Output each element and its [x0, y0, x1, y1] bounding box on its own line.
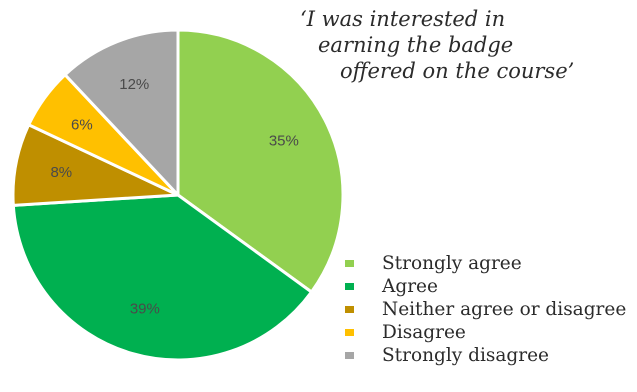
legend-swatch-neither	[345, 306, 354, 313]
legend-label-disagree: Disagree	[382, 322, 466, 343]
slice-label-neither: 8%	[50, 164, 72, 181]
chart-title-line-1: ‘I was interested in	[300, 7, 506, 31]
slice-label-agree: 39%	[130, 301, 160, 318]
legend-item-disagree: Disagree	[345, 321, 626, 344]
legend-swatch-strongly-agree	[345, 260, 354, 267]
chart-title: ‘I was interested in earning the badge o…	[290, 6, 590, 84]
legend-item-neither: Neither agree or disagree	[345, 298, 626, 321]
legend-item-strongly-agree: Strongly agree	[345, 252, 626, 275]
chart-legend: Strongly agree Agree Neither agree or di…	[345, 252, 626, 367]
pie-slice-strongly-disagree	[63, 28, 180, 197]
legend-swatch-strongly-disagree	[345, 352, 354, 359]
chart-title-line-2: earning the badge	[318, 33, 514, 57]
legend-swatch-agree	[345, 283, 354, 290]
slice-label-disagree: 6%	[71, 117, 93, 134]
pie-slice-agree	[11, 193, 313, 362]
pie-slice-strongly-agree	[176, 28, 345, 294]
slice-label-strongly-disagree: 12%	[119, 76, 149, 93]
pie-slices	[11, 28, 345, 362]
legend-label-agree: Agree	[382, 276, 438, 297]
slice-label-strongly-agree: 35%	[269, 133, 299, 150]
legend-label-strongly-agree: Strongly agree	[382, 253, 522, 274]
slice-labels: 35% 39% 8% 6% 12%	[50, 76, 298, 318]
legend-swatch-disagree	[345, 329, 354, 336]
legend-item-agree: Agree	[345, 275, 626, 298]
legend-label-strongly-disagree: Strongly disagree	[382, 345, 549, 366]
legend-item-strongly-disagree: Strongly disagree	[345, 344, 626, 367]
chart-title-line-3: offered on the course’	[340, 59, 575, 83]
legend-label-neither: Neither agree or disagree	[382, 299, 627, 320]
